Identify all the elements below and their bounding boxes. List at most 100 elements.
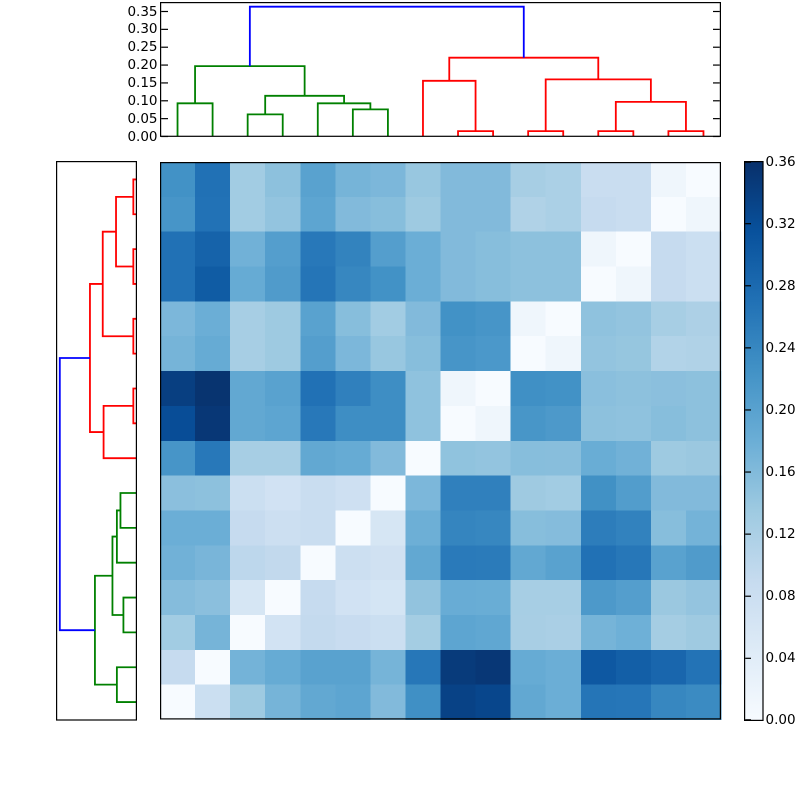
heatmap-cell [650, 335, 686, 372]
heatmap-cell [650, 266, 686, 302]
heatmap-cell [229, 509, 266, 546]
heatmap-cell [475, 266, 511, 302]
heatmap-cell [334, 300, 371, 337]
heatmap-cell [685, 509, 721, 546]
heatmap-cell [440, 161, 476, 197]
heatmap-cell [334, 266, 371, 302]
heatmap-cell [299, 440, 336, 476]
heatmap-cell [299, 300, 336, 337]
top-dendrogram-axis-tick-label: 0.15 [127, 75, 158, 91]
heatmap-cell [475, 300, 511, 337]
dendrogram-link-b1 [248, 5, 525, 67]
heatmap-cell [229, 405, 266, 441]
heatmap-cell [650, 196, 686, 232]
heatmap-cell [510, 649, 546, 685]
heatmap-cell [194, 196, 231, 232]
heatmap-cell [615, 266, 651, 302]
heatmap-cell [194, 475, 231, 511]
heatmap-cell [264, 579, 301, 615]
heatmap-cell [299, 161, 336, 197]
heatmap-cell [685, 266, 721, 302]
heatmap-cell [299, 544, 336, 581]
heatmap-cell [650, 684, 686, 720]
heatmap-cell [510, 161, 546, 197]
heatmap-cell [650, 614, 686, 650]
heatmap-cell [650, 370, 686, 406]
heatmap-cell [369, 196, 406, 232]
heatmap-cell [404, 335, 441, 372]
heatmap-cell [159, 440, 196, 476]
dendrogram-link-r7 [544, 78, 652, 132]
heatmap-cell [685, 440, 721, 476]
heatmap-cell [580, 440, 616, 476]
heatmap-cell [650, 544, 686, 581]
heatmap-cell [229, 335, 266, 372]
heatmap-cell [685, 161, 721, 197]
heatmap-cell [194, 300, 231, 337]
heatmap-cell [510, 579, 546, 615]
heatmap-cell [404, 614, 441, 650]
heatmap-cell [404, 440, 441, 476]
heatmap-cell [440, 300, 476, 337]
heatmap-cell [159, 649, 196, 685]
heatmap-cell [404, 684, 441, 720]
heatmap-cell [299, 614, 336, 650]
heatmap-cell [440, 405, 476, 441]
heatmap-cell [299, 579, 336, 615]
heatmap-cell [475, 231, 511, 267]
heatmap-cell [545, 440, 581, 476]
dendrogram-link-g5 [111, 535, 124, 616]
heatmap-cell [580, 196, 616, 232]
dendrogram-link-g6 [193, 65, 306, 104]
heatmap-cell [475, 335, 511, 372]
heatmap-cell [440, 475, 476, 511]
top-dendrogram-axis-tick-label: 0.25 [127, 39, 158, 55]
colorbar-tick-label: 0.00 [765, 712, 796, 728]
top-dendrogram-axis-tick-label: 0.05 [127, 111, 158, 127]
heatmap-cell [229, 440, 266, 476]
heatmap-cell [510, 266, 546, 302]
heatmap-cell [545, 475, 581, 511]
heatmap-cell [369, 509, 406, 546]
heatmap-cell [475, 405, 511, 441]
heatmap-cell [475, 544, 511, 581]
colorbar-tick-label: 0.16 [765, 464, 796, 480]
heatmap-cell [615, 579, 651, 615]
heatmap-cell [264, 161, 301, 197]
dendrogram-link-g3 [351, 108, 389, 137]
heatmap-cell [440, 649, 476, 685]
heatmap-cell [264, 614, 301, 650]
heatmap-cell [334, 544, 371, 581]
heatmap-cell [685, 370, 721, 406]
colorbar-tick-label: 0.36 [765, 154, 796, 170]
heatmap-cell [545, 266, 581, 302]
heatmap-cell [334, 579, 371, 615]
heatmap-cell [475, 161, 511, 197]
top-dendrogram-axis-tick-label: 0.35 [127, 4, 158, 20]
heatmap-cell [650, 161, 686, 197]
heatmap-cell [685, 475, 721, 511]
heatmap-cell [440, 335, 476, 372]
heatmap-cell [475, 579, 511, 615]
heatmap-cell [545, 684, 581, 720]
heatmap-cell [615, 684, 651, 720]
dendrogram-link-g6 [94, 574, 117, 686]
heatmap-cell [299, 509, 336, 546]
heatmap-cell [510, 614, 546, 650]
heatmap-cell [545, 300, 581, 337]
heatmap-cell [159, 475, 196, 511]
top-dendrogram-axis-tick-label: 0.20 [127, 57, 158, 73]
heatmap-cell [580, 544, 616, 581]
heatmap-cell [334, 405, 371, 441]
heatmap-cell [615, 300, 651, 337]
heatmap-cell [159, 405, 196, 441]
heatmap-cell [369, 544, 406, 581]
dendrogram-link-g4 [316, 102, 371, 137]
heatmap-cell [194, 231, 231, 267]
heatmap-frame [159, 161, 721, 719]
heatmap-cell [404, 579, 441, 615]
heatmap-cell [685, 405, 721, 441]
heatmap-cell [194, 161, 231, 197]
heatmap-cell [685, 579, 721, 615]
heatmap-cell [650, 579, 686, 615]
